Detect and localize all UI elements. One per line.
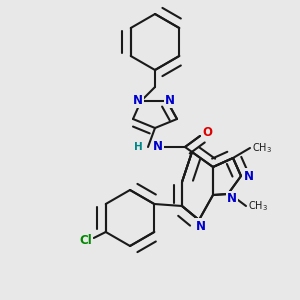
Text: N: N bbox=[196, 220, 206, 232]
Text: N: N bbox=[153, 140, 163, 154]
Text: N: N bbox=[227, 193, 237, 206]
Text: CH$_3$: CH$_3$ bbox=[252, 141, 272, 155]
Text: O: O bbox=[202, 127, 212, 140]
Text: Cl: Cl bbox=[80, 235, 92, 248]
Text: H: H bbox=[134, 142, 143, 152]
Text: N: N bbox=[165, 94, 175, 106]
Text: CH$_3$: CH$_3$ bbox=[248, 199, 268, 213]
Text: N: N bbox=[133, 94, 143, 106]
Text: N: N bbox=[244, 169, 254, 182]
